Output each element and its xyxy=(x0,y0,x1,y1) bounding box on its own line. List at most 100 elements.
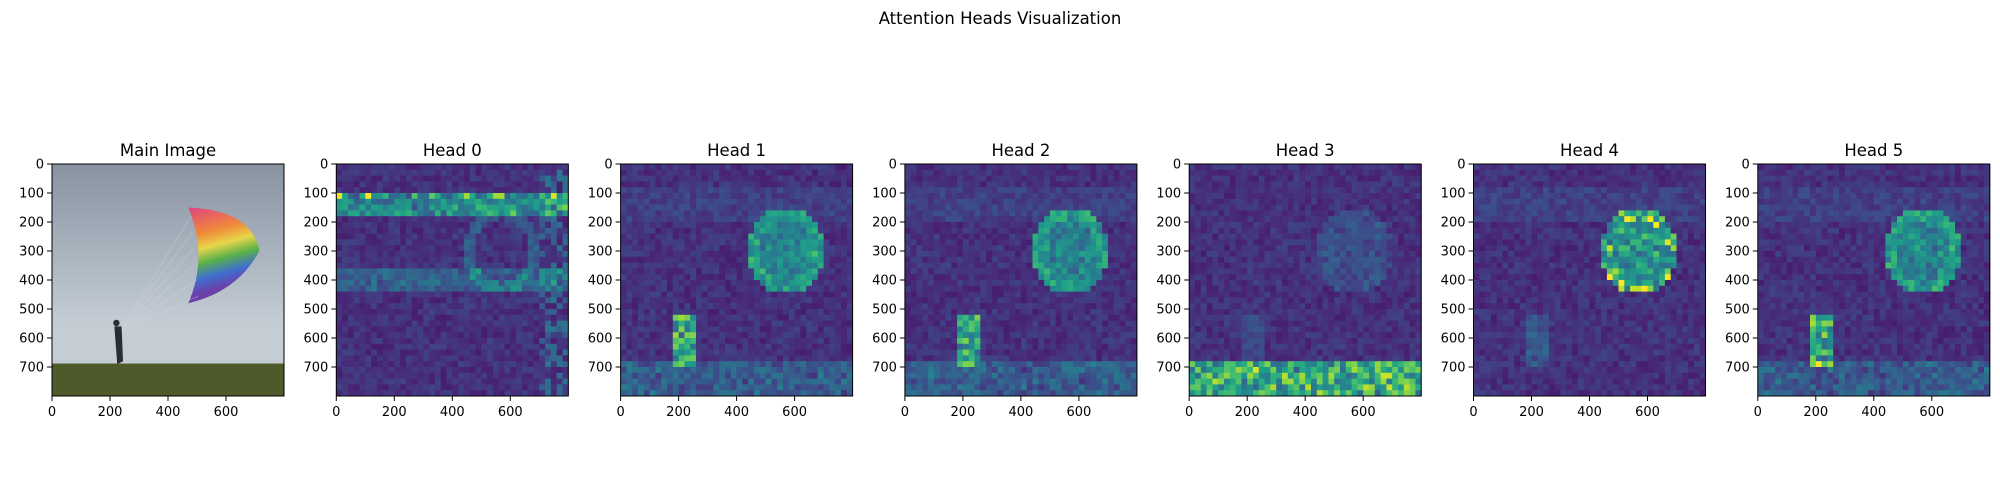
heatmap-cell xyxy=(736,280,743,287)
heatmap-cell xyxy=(725,355,732,362)
heatmap-cell xyxy=(440,280,447,287)
heatmap-cell xyxy=(707,233,714,240)
heatmap-cell xyxy=(661,314,668,321)
heatmap-cell xyxy=(1090,210,1097,217)
heatmap-cell xyxy=(835,285,842,292)
heatmap-cell xyxy=(1026,280,1033,287)
heatmap-cell xyxy=(980,349,987,356)
heatmap-cell xyxy=(1311,169,1318,176)
heatmap-cell xyxy=(382,303,389,310)
heatmap-cell xyxy=(916,274,923,281)
heatmap-cell xyxy=(748,355,755,362)
heatmap-cell xyxy=(394,233,401,240)
heatmap-cell xyxy=(788,169,795,176)
heatmap-cell xyxy=(504,280,511,287)
heatmap-cell xyxy=(759,274,766,281)
heatmap-cell xyxy=(359,297,366,304)
heatmap-cell xyxy=(730,355,737,362)
heatmap-cell xyxy=(667,193,674,200)
heatmap-cell xyxy=(359,198,366,205)
heatmap-cell xyxy=(1084,303,1091,310)
heatmap-cell xyxy=(928,233,935,240)
heatmap-cell xyxy=(533,349,540,356)
heatmap-cell xyxy=(365,233,372,240)
heatmap-cell xyxy=(974,367,981,374)
heatmap-cell xyxy=(1009,210,1016,217)
heatmap-cell xyxy=(713,233,720,240)
heatmap-cell xyxy=(1125,343,1132,350)
heatmap-cell xyxy=(777,193,784,200)
heatmap-cell xyxy=(951,262,958,269)
heatmap-cell xyxy=(841,355,848,362)
panel-title: Main Image xyxy=(120,141,216,160)
heatmap-cell xyxy=(1067,303,1074,310)
heatmap-cell xyxy=(835,181,842,188)
heatmap-cell xyxy=(620,193,627,200)
heatmap-cell xyxy=(771,256,778,263)
heatmap-cell xyxy=(1125,355,1132,362)
heatmap-cell xyxy=(1107,378,1115,385)
heatmap-cell xyxy=(806,285,813,292)
heatmap-cell xyxy=(382,251,389,258)
heatmap-cell xyxy=(388,297,395,304)
heatmap-cell xyxy=(376,187,384,194)
heatmap-cell xyxy=(672,355,679,362)
heatmap-cell xyxy=(957,222,964,229)
heatmap-cell xyxy=(951,175,958,182)
heatmap-cell xyxy=(997,303,1004,310)
heatmap-cell xyxy=(736,291,743,298)
heatmap-cell xyxy=(481,274,488,281)
heatmap-cell xyxy=(765,326,772,333)
heatmap-cell xyxy=(1078,338,1086,345)
heatmap-cell xyxy=(365,181,372,188)
heatmap-cell xyxy=(1078,204,1086,211)
heatmap-cell xyxy=(550,349,558,356)
heatmap-cell xyxy=(980,309,987,316)
heatmap-cell xyxy=(823,175,830,182)
heatmap-cell xyxy=(504,303,511,310)
heatmap-cell xyxy=(678,338,685,345)
heatmap-cell xyxy=(626,343,633,350)
heatmap-cell xyxy=(667,181,674,188)
heatmap-cell xyxy=(620,245,627,252)
heatmap-cell xyxy=(1119,372,1126,379)
heatmap-cell xyxy=(1026,256,1033,263)
heatmap-cell xyxy=(440,216,447,223)
heatmap-cell xyxy=(957,332,964,339)
heatmap-cell xyxy=(690,169,697,176)
heatmap-cell xyxy=(556,187,563,194)
heatmap-cell xyxy=(545,280,552,287)
heatmap-cell xyxy=(730,239,737,246)
heatmap-cell xyxy=(411,303,418,310)
heatmap-cell xyxy=(904,164,912,171)
heatmap-cell xyxy=(968,274,975,281)
heatmap-cell xyxy=(696,169,703,176)
heatmap-cell xyxy=(620,378,627,385)
heatmap-cell xyxy=(991,297,999,304)
heatmap-cell xyxy=(643,384,650,391)
heatmap-cell xyxy=(800,175,807,182)
heatmap-cell xyxy=(463,297,471,304)
heatmap-cell xyxy=(347,361,355,368)
heatmap-cell xyxy=(1009,169,1016,176)
heatmap-cell xyxy=(336,372,343,379)
heatmap-cell xyxy=(788,210,795,217)
heatmap-cell xyxy=(1090,169,1097,176)
heatmap-cell xyxy=(353,216,360,223)
heatmap-cell xyxy=(365,222,372,229)
heatmap-cell xyxy=(1026,361,1033,368)
heatmap-cell xyxy=(957,361,964,368)
heatmap-cell xyxy=(1084,216,1091,223)
heatmap-cell xyxy=(701,343,708,350)
heatmap-cell xyxy=(974,222,981,229)
heatmap-cell xyxy=(939,175,946,182)
heatmap-cell xyxy=(510,175,517,182)
heatmap-cell xyxy=(1102,164,1109,171)
heatmap-cell xyxy=(678,349,685,356)
heatmap-cell xyxy=(469,372,476,379)
heatmap-cell xyxy=(696,216,703,223)
heatmap-cell xyxy=(823,355,830,362)
heatmap-cell xyxy=(806,251,813,258)
heatmap-cell xyxy=(806,314,813,321)
panel-title: Head 1 xyxy=(707,141,766,160)
